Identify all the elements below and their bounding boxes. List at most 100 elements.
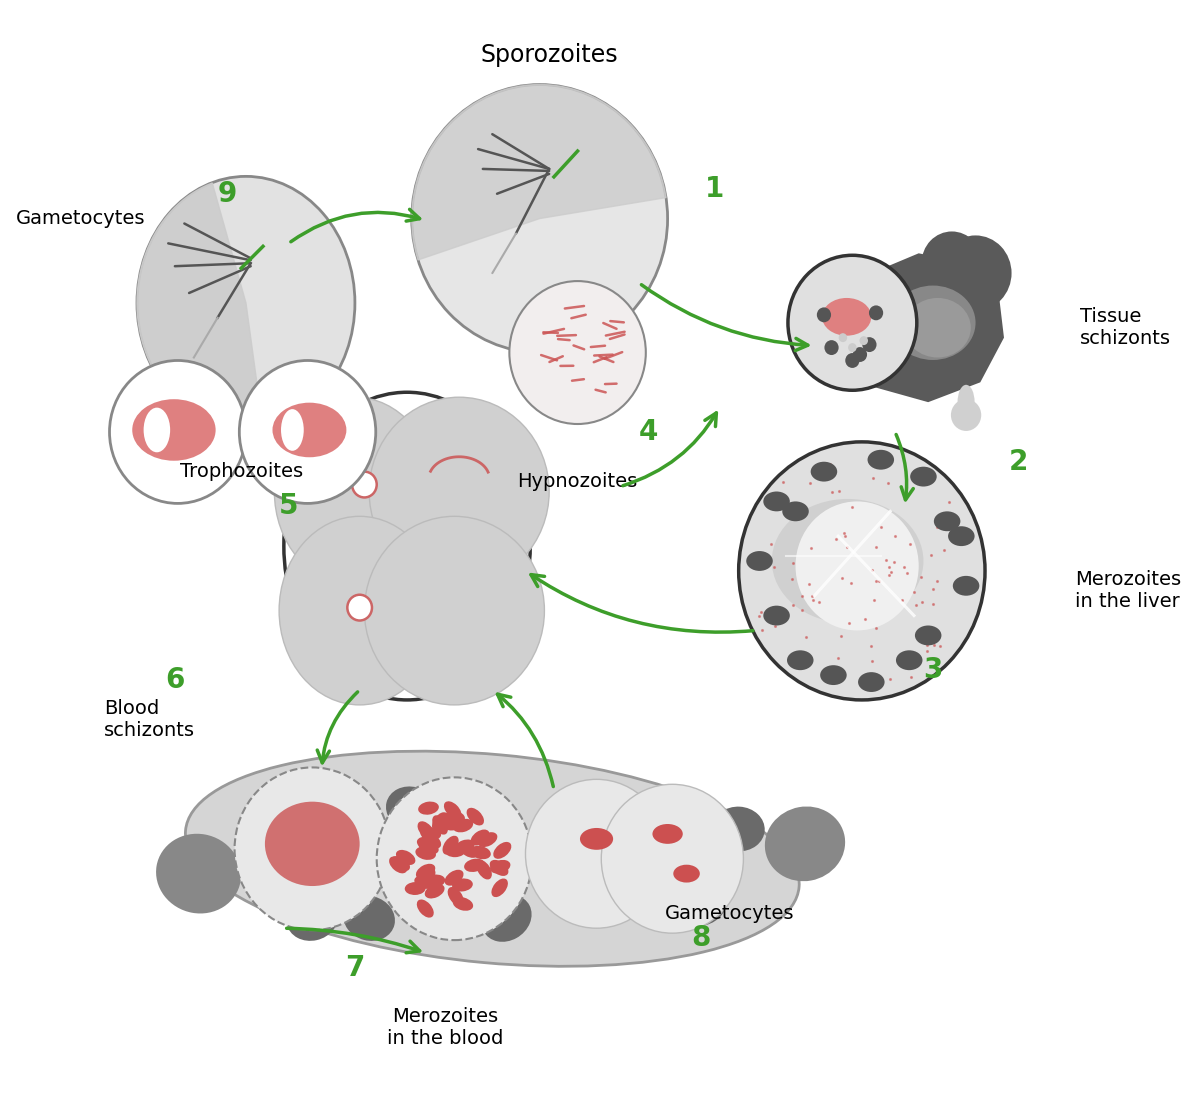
Ellipse shape: [763, 606, 790, 625]
Ellipse shape: [905, 298, 971, 357]
Circle shape: [950, 400, 982, 431]
Circle shape: [848, 343, 857, 352]
Ellipse shape: [490, 860, 509, 876]
Text: Trophozoites: Trophozoites: [180, 462, 302, 481]
Text: Merozoites
in the blood: Merozoites in the blood: [386, 1007, 503, 1048]
Circle shape: [335, 474, 342, 482]
Text: Merozoites
in the liver: Merozoites in the liver: [1075, 570, 1181, 612]
Ellipse shape: [419, 868, 436, 887]
Ellipse shape: [787, 651, 814, 670]
Circle shape: [509, 281, 646, 424]
Ellipse shape: [281, 410, 304, 451]
Ellipse shape: [481, 895, 532, 942]
Ellipse shape: [586, 791, 636, 837]
Circle shape: [377, 778, 532, 940]
Ellipse shape: [422, 834, 442, 848]
Text: Sporozoites: Sporozoites: [480, 42, 618, 67]
Circle shape: [824, 340, 839, 355]
Text: 8: 8: [691, 924, 710, 952]
Ellipse shape: [452, 878, 473, 892]
Ellipse shape: [746, 551, 773, 571]
Ellipse shape: [156, 834, 241, 914]
Text: Hypnozoites: Hypnozoites: [517, 472, 637, 491]
Ellipse shape: [464, 858, 485, 872]
Ellipse shape: [132, 400, 216, 461]
Ellipse shape: [444, 801, 461, 819]
Ellipse shape: [415, 847, 436, 860]
Ellipse shape: [811, 462, 838, 482]
Circle shape: [845, 353, 859, 368]
Ellipse shape: [419, 840, 439, 855]
Text: Gametocytes: Gametocytes: [665, 904, 794, 923]
Ellipse shape: [470, 829, 490, 846]
Text: 7: 7: [346, 954, 365, 982]
Circle shape: [352, 472, 377, 498]
Circle shape: [839, 334, 847, 343]
Ellipse shape: [391, 856, 410, 872]
Ellipse shape: [389, 856, 407, 874]
Ellipse shape: [416, 899, 433, 917]
Ellipse shape: [284, 392, 530, 700]
Circle shape: [234, 768, 390, 931]
Ellipse shape: [580, 828, 613, 849]
Ellipse shape: [442, 818, 462, 830]
Ellipse shape: [820, 665, 847, 685]
Ellipse shape: [822, 298, 871, 336]
Circle shape: [863, 337, 876, 352]
Ellipse shape: [275, 397, 436, 586]
Polygon shape: [412, 85, 666, 260]
Ellipse shape: [713, 807, 764, 852]
Text: 4: 4: [638, 418, 659, 446]
Text: 9: 9: [217, 180, 236, 208]
Circle shape: [526, 779, 667, 929]
Circle shape: [788, 256, 917, 391]
Ellipse shape: [896, 651, 923, 670]
Text: Gametocytes: Gametocytes: [16, 209, 145, 228]
Ellipse shape: [858, 672, 884, 692]
Circle shape: [412, 85, 667, 353]
Ellipse shape: [764, 807, 845, 882]
Circle shape: [922, 231, 982, 295]
Circle shape: [796, 501, 919, 631]
Ellipse shape: [414, 875, 434, 889]
Ellipse shape: [934, 511, 960, 531]
Ellipse shape: [444, 811, 464, 824]
Text: 3: 3: [923, 656, 943, 684]
Ellipse shape: [782, 501, 809, 521]
Text: 2: 2: [1008, 448, 1028, 475]
Ellipse shape: [890, 286, 976, 360]
Ellipse shape: [287, 896, 338, 941]
Text: 1: 1: [706, 175, 725, 203]
Ellipse shape: [673, 865, 700, 883]
Ellipse shape: [958, 385, 974, 420]
Ellipse shape: [365, 517, 545, 705]
Ellipse shape: [478, 833, 497, 847]
Ellipse shape: [452, 897, 473, 911]
Ellipse shape: [476, 860, 492, 879]
Circle shape: [853, 347, 868, 362]
Polygon shape: [847, 253, 1004, 402]
Ellipse shape: [948, 527, 974, 546]
Ellipse shape: [137, 176, 355, 430]
Ellipse shape: [425, 875, 445, 887]
Ellipse shape: [144, 407, 170, 452]
Ellipse shape: [343, 896, 395, 941]
Circle shape: [940, 235, 1012, 311]
Circle shape: [859, 336, 868, 345]
Circle shape: [869, 306, 883, 320]
Ellipse shape: [460, 843, 479, 858]
Ellipse shape: [186, 751, 799, 966]
Circle shape: [601, 785, 744, 933]
Ellipse shape: [492, 878, 508, 897]
Ellipse shape: [493, 841, 511, 859]
Ellipse shape: [470, 846, 491, 859]
Ellipse shape: [763, 491, 790, 511]
Ellipse shape: [272, 403, 347, 458]
Circle shape: [347, 595, 372, 620]
Ellipse shape: [265, 801, 360, 886]
Ellipse shape: [445, 845, 466, 857]
Ellipse shape: [443, 836, 458, 855]
Ellipse shape: [432, 816, 448, 835]
Circle shape: [109, 360, 246, 503]
Ellipse shape: [416, 864, 436, 879]
